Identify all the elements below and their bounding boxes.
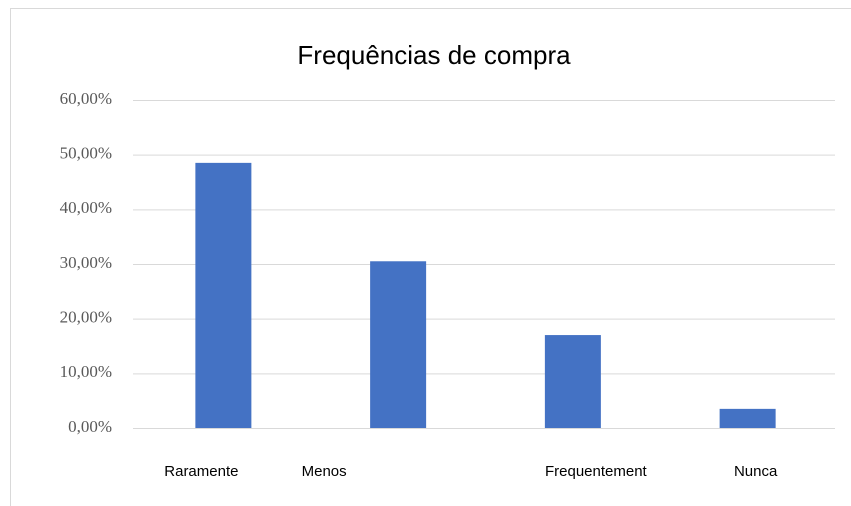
chart-title: Frequências de compra xyxy=(297,40,571,70)
chart-border xyxy=(10,8,851,506)
x-tick-label: Menos xyxy=(302,463,347,480)
y-tick-label: 50,00% xyxy=(60,144,112,163)
y-tick-label: 10,00% xyxy=(60,362,112,381)
y-tick-label: 0,00% xyxy=(68,417,112,436)
y-tick-label: 30,00% xyxy=(60,253,112,272)
y-tick-label: 20,00% xyxy=(60,308,112,327)
x-tick-label: Raramente xyxy=(164,463,238,480)
y-tick-label: 60,00% xyxy=(60,89,112,108)
bar xyxy=(719,408,776,428)
x-tick-label: Nunca xyxy=(734,463,778,480)
bar xyxy=(544,335,601,428)
bar xyxy=(195,162,252,428)
y-tick-label: 40,00% xyxy=(60,198,112,217)
x-tick-label: Frequentement xyxy=(545,463,648,480)
bar xyxy=(370,261,427,428)
